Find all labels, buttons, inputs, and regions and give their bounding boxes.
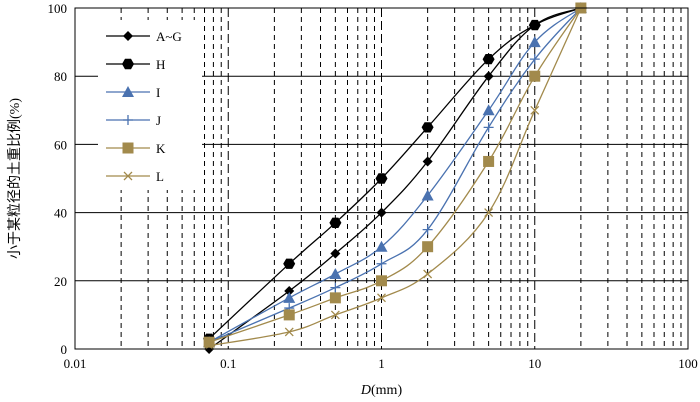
legend-item: H [106,57,165,72]
data-point [482,104,495,116]
data-point [203,336,215,348]
series-0 [204,3,586,354]
legend-item: A~G [106,29,182,44]
data-point [422,224,433,235]
data-point [330,282,341,293]
data-point [283,258,296,269]
data-point [122,86,134,97]
legend-box [98,20,202,190]
data-point [376,207,387,218]
data-point [123,31,133,41]
data-point [529,54,540,65]
data-point [422,156,433,167]
legend-label: L [156,169,164,184]
series-layer [203,2,587,354]
x-tick-label: 100 [678,356,698,371]
data-point [284,286,295,297]
data-point [375,173,388,184]
data-point [482,54,495,65]
data-point [330,310,340,320]
series-line [208,7,582,347]
series-3 [204,3,586,348]
series-4 [203,2,587,348]
data-point [483,122,494,133]
data-point [329,217,342,228]
data-point [376,258,387,269]
series-line [208,7,582,350]
data-point [123,171,133,181]
x-tick-label: 0.01 [64,356,87,371]
data-point [484,208,494,218]
data-point [283,291,296,303]
data-point [122,142,134,154]
legend-item: I [106,85,160,100]
x-tick-label: 1 [378,356,385,371]
data-point [329,292,341,304]
data-point [422,241,434,253]
data-point [421,122,434,133]
y-tick-label: 20 [54,274,67,289]
data-point [530,105,540,115]
y-tick-label: 0 [61,342,68,357]
tick-labels: 0.01 0.1 1 10 100 0 20 40 60 80 100 [48,1,698,371]
data-point [423,269,433,279]
series-1 [203,2,587,344]
y-tick-label: 60 [54,137,67,152]
x-axis-title-unit: (mm) [371,383,402,398]
x-tick-label: 10 [528,356,541,371]
data-point [421,189,434,201]
series-line [208,7,582,340]
data-point [123,115,133,125]
x-axis-title: D(mm) [360,383,403,398]
data-point [528,36,541,48]
legend-item: L [106,169,164,184]
data-point [204,341,214,351]
legend-label: J [156,113,161,128]
legend-label: H [156,57,165,72]
data-point [528,19,541,31]
legend-item: K [106,141,166,156]
data-point [284,327,294,337]
series-2 [203,2,587,348]
data-point [483,155,495,167]
data-point [529,70,541,82]
plot-border [74,7,689,350]
series-5 [204,3,586,351]
data-point [122,58,134,70]
data-point [330,248,341,259]
data-point [483,71,494,82]
legend-item: J [106,113,161,128]
data-point [375,240,388,252]
data-point [377,293,386,303]
y-tick-label: 40 [54,206,67,221]
legend-label: K [156,141,166,156]
x-tick-label: 0.1 [220,356,236,371]
legend-label: A~G [156,29,182,44]
y-axis-title: 小于某粒径的土重比例(%) [7,98,23,259]
data-point [283,309,295,321]
grid [75,8,688,349]
data-point [329,267,342,279]
data-point [376,275,387,287]
x-axis-title-symbol: D [360,383,371,398]
y-tick-label: 80 [54,69,67,84]
legend-label: I [156,85,160,100]
y-tick-label: 100 [48,1,68,16]
